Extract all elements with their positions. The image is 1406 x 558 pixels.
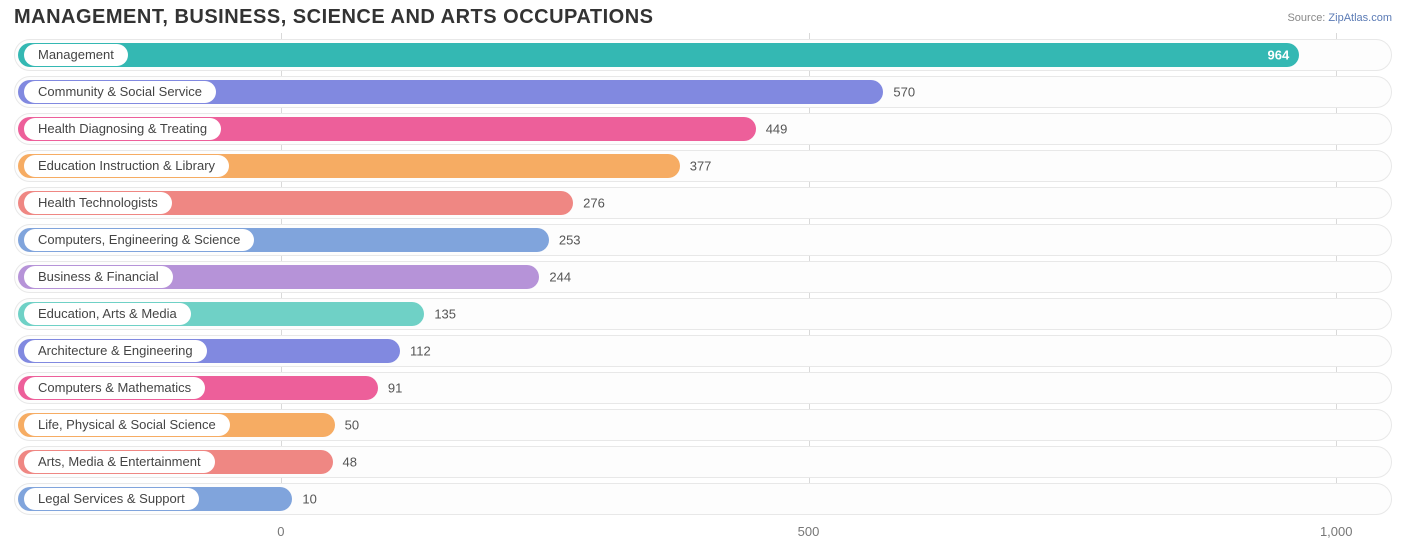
bar-label: Business & Financial [24, 266, 173, 288]
bar-label: Arts, Media & Entertainment [24, 451, 215, 473]
bar-value: 449 [766, 122, 788, 137]
bar-value: 50 [345, 418, 359, 433]
x-axis: 0 500 1,000 [14, 520, 1392, 544]
bar-row-inner: Education, Arts & Media 135 [18, 302, 1388, 326]
bar-row-inner: Business & Financial 244 [18, 265, 1388, 289]
bar-row-inner: Education Instruction & Library 377 [18, 154, 1388, 178]
bar-value: 10 [302, 492, 316, 507]
bar-value: 570 [893, 85, 915, 100]
bar-label: Legal Services & Support [24, 488, 199, 510]
bar-row-inner: Legal Services & Support 10 [18, 487, 1388, 511]
bar-value: 377 [690, 159, 712, 174]
bar-row-inner: Architecture & Engineering 112 [18, 339, 1388, 363]
bar-label: Computers & Mathematics [24, 377, 205, 399]
axis-tick: 500 [798, 524, 820, 539]
source-attribution: Source: ZipAtlas.com [1287, 12, 1392, 24]
bar-chart: 964 Management Community & Social Service 5… [0, 33, 1406, 515]
bar-label: Life, Physical & Social Science [24, 414, 230, 436]
chart-header: MANAGEMENT, BUSINESS, SCIENCE AND ARTS O… [0, 0, 1406, 33]
bar-row: Life, Physical & Social Science 50 [14, 409, 1392, 441]
bar-label: Community & Social Service [24, 81, 216, 103]
bar-row: 964 Management [14, 39, 1392, 71]
bar-value: 253 [559, 233, 581, 248]
bar-row: Legal Services & Support 10 [14, 483, 1392, 515]
bar-row: Community & Social Service 570 [14, 76, 1392, 108]
bar-label: Education, Arts & Media [24, 303, 191, 325]
bar-label: Education Instruction & Library [24, 155, 229, 177]
source-prefix: Source: [1287, 12, 1328, 24]
bar-value: 91 [388, 381, 402, 396]
bar-row: Education, Arts & Media 135 [14, 298, 1392, 330]
bar-value: 48 [343, 455, 357, 470]
bar-row: Business & Financial 244 [14, 261, 1392, 293]
bar-row-inner: Computers & Mathematics 91 [18, 376, 1388, 400]
bar-row-inner: Arts, Media & Entertainment 48 [18, 450, 1388, 474]
bar: 964 [18, 43, 1299, 67]
bar-row-inner: Health Technologists 276 [18, 191, 1388, 215]
bar-row-inner: Computers, Engineering & Science 253 [18, 228, 1388, 252]
bar-row: Architecture & Engineering 112 [14, 335, 1392, 367]
bar-label: Health Diagnosing & Treating [24, 118, 221, 140]
bar-row-inner: 964 Management [18, 43, 1388, 67]
bar-value: 135 [434, 307, 456, 322]
axis-tick: 0 [277, 524, 284, 539]
axis-tick: 1,000 [1320, 524, 1353, 539]
bar-row-inner: Health Diagnosing & Treating 449 [18, 117, 1388, 141]
source-link[interactable]: ZipAtlas.com [1328, 12, 1392, 24]
bar-row: Health Diagnosing & Treating 449 [14, 113, 1392, 145]
bar-row: Computers, Engineering & Science 253 [14, 224, 1392, 256]
bar-row: Computers & Mathematics 91 [14, 372, 1392, 404]
bar-value: 276 [583, 196, 605, 211]
bar-value: 964 [1268, 48, 1290, 63]
bar-value: 112 [410, 344, 431, 359]
bar-row: Health Technologists 276 [14, 187, 1392, 219]
bar-row: Arts, Media & Entertainment 48 [14, 446, 1392, 478]
bar-row-inner: Life, Physical & Social Science 50 [18, 413, 1388, 437]
bar-label: Management [24, 44, 128, 66]
bar-label: Architecture & Engineering [24, 340, 207, 362]
bar-label: Health Technologists [24, 192, 172, 214]
bar-row: Education Instruction & Library 377 [14, 150, 1392, 182]
bar-label: Computers, Engineering & Science [24, 229, 254, 251]
bar-row-inner: Community & Social Service 570 [18, 80, 1388, 104]
chart-title: MANAGEMENT, BUSINESS, SCIENCE AND ARTS O… [14, 6, 653, 29]
bar-value: 244 [549, 270, 571, 285]
